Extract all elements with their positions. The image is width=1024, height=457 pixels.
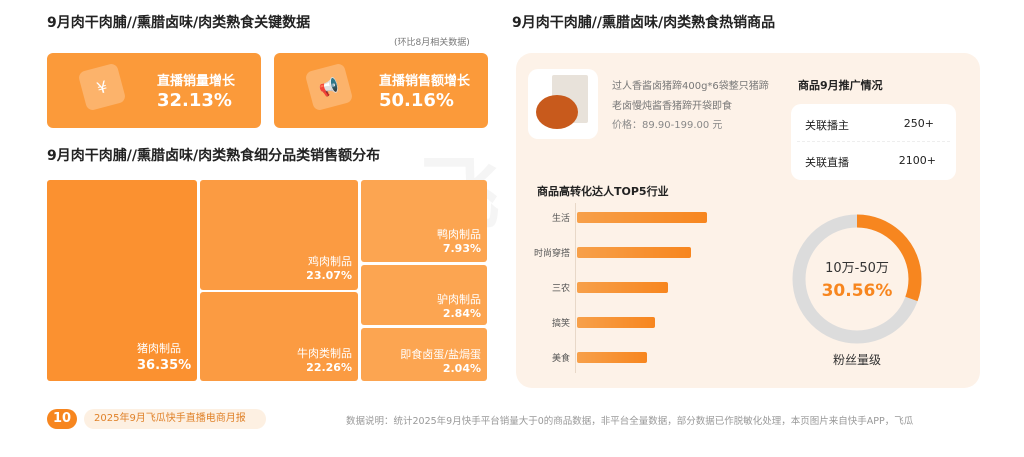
cell-value: 2.04%: [442, 362, 481, 375]
kpi-label: 直播销售额增长: [379, 74, 471, 89]
cell-value: 7.93%: [442, 242, 481, 255]
bar-生活: [577, 212, 707, 223]
yuan-icon: ¥: [77, 62, 127, 112]
kpi-note: (环比8月相关数据): [394, 38, 470, 48]
bar-三农: [577, 282, 668, 293]
cell-value: 22.26%: [306, 361, 352, 374]
bar-label: 生活: [551, 214, 570, 224]
treemap-cell-duck: 鸭肉制品 7.93%: [361, 180, 487, 262]
treemap-cell-beef: 牛肉类制品 22.26%: [200, 292, 358, 381]
megaphone-icon: 📢: [304, 62, 354, 112]
report-name: 2025年9月飞瓜快手直播电商月报: [84, 409, 266, 429]
data-note: 数据说明：统计2025年9月快手平台销量大于0的商品数据，非平台全量数据，部分数…: [346, 416, 914, 427]
donut-value: 30.56%: [821, 281, 893, 301]
page-number: 10: [47, 409, 77, 429]
treemap-cell-egg: 即食卤蛋/盐焗蛋 2.04%: [361, 328, 487, 381]
product-name[interactable]: 过人香酱卤猪蹄400g*6袋整只猪蹄老卤慢炖酱香猪蹄开袋即食: [612, 81, 769, 112]
donut-caption: 粉丝量级: [832, 353, 881, 367]
cell-value: 36.35%: [137, 358, 192, 373]
bar-label: 美食: [551, 354, 570, 364]
cell-name: 牛肉类制品: [297, 347, 352, 360]
promo-label: 关联直播: [805, 156, 849, 169]
bar-label: 搞笑: [551, 319, 570, 329]
cell-name: 驴肉制品: [437, 293, 481, 306]
promo-value: 2100+: [898, 154, 936, 167]
treemap-cell-pork: 猪肉制品 36.35%: [47, 180, 197, 381]
cell-name: 鸡肉制品: [308, 255, 352, 268]
divider: [797, 141, 950, 142]
bar-美食: [577, 352, 648, 363]
kpi-value: 50.16%: [379, 90, 454, 111]
bar-label: 三农: [551, 284, 570, 294]
kpi-value: 32.13%: [157, 90, 232, 111]
cell-name: 即食卤蛋/盐焗蛋: [400, 348, 481, 361]
cell-value: 23.07%: [306, 269, 352, 282]
donut-label: 10万-50万: [825, 261, 889, 276]
bar-时尚穿搭: [577, 247, 692, 258]
promo-table: 关联播主 250+ 关联直播 2100+: [791, 104, 956, 180]
right-section-title: 9月肉干肉脯//熏腊卤味/肉类熟食热销商品: [512, 15, 776, 31]
hot-product-panel: 过人香酱卤猪蹄400g*6袋整只猪蹄老卤慢炖酱香猪蹄开袋即食 价格：89.90-…: [516, 53, 980, 388]
bar-搞笑: [577, 317, 655, 328]
top5-title: 商品高转化达人TOP5行业: [537, 185, 669, 198]
treemap-cell-donkey: 驴肉制品 2.84%: [361, 265, 487, 325]
promo-title: 商品9月推广情况: [798, 79, 883, 92]
kpi-card-sales: 📢 直播销售额增长 50.16%: [274, 53, 488, 128]
product-image[interactable]: [528, 69, 598, 139]
cell-name: 猪肉制品: [137, 342, 181, 355]
kpi-section-title: 9月肉干肉脯//熏腊卤味/肉类熟食关键数据: [47, 15, 311, 31]
treemap-title: 9月肉干肉脯//熏腊卤味/肉类熟食细分品类销售额分布: [47, 148, 381, 164]
bar-label: 时尚穿搭: [533, 249, 570, 259]
treemap-cell-chicken: 鸡肉制品 23.07%: [200, 180, 358, 290]
axis-line: [575, 203, 576, 373]
fans-donut: [792, 214, 922, 344]
cell-value: 2.84%: [442, 307, 481, 320]
product-price: 价格：89.90-199.00 元: [612, 120, 723, 131]
kpi-label: 直播销量增长: [157, 74, 236, 89]
kpi-card-volume: ¥ 直播销量增长 32.13%: [47, 53, 261, 128]
cell-name: 鸭肉制品: [437, 228, 481, 241]
promo-label: 关联播主: [805, 119, 849, 132]
promo-value: 250+: [903, 117, 934, 130]
donut-arc: [792, 214, 922, 344]
